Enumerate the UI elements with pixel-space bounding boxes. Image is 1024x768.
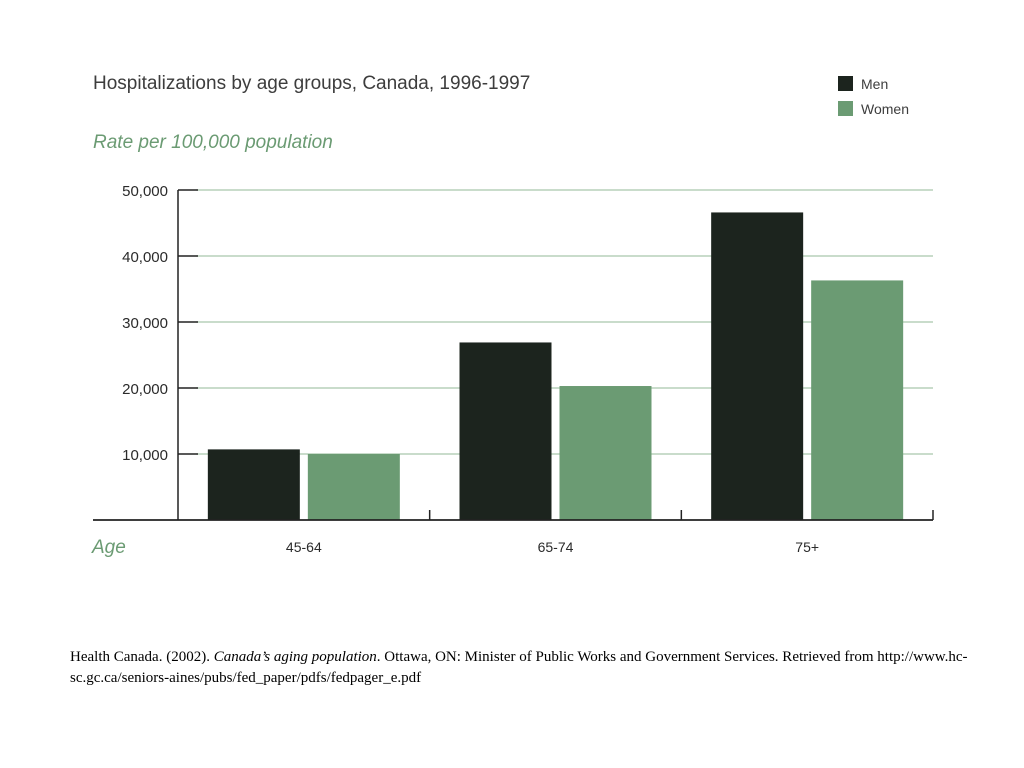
chart-title: Hospitalizations by age groups, Canada, … xyxy=(93,73,530,94)
x-tick-label: 75+ xyxy=(795,539,819,555)
y-axis: 10,000 20,000 30,000 40,000 50,000 xyxy=(122,183,198,520)
citation: Health Canada. (2002). Canada’s aging po… xyxy=(70,647,970,689)
legend-swatch-women xyxy=(838,101,853,116)
citation-text-author: Health Canada. (2002). xyxy=(70,649,214,665)
bar-men-65-74 xyxy=(459,342,552,520)
x-tick-label: 45-64 xyxy=(286,539,322,555)
y-tick-label: 10,000 xyxy=(122,447,168,464)
x-axis-label: Age xyxy=(91,537,126,558)
chart-subtitle: Rate per 100,000 population xyxy=(93,132,333,153)
y-tick-label: 30,000 xyxy=(122,315,168,332)
legend-label-women: Women xyxy=(861,101,909,117)
legend-label-men: Men xyxy=(861,76,888,92)
bar-men-75+ xyxy=(711,212,804,520)
citation-title: Canada’s aging population xyxy=(213,649,377,665)
legend-swatch-men xyxy=(838,76,853,91)
bars xyxy=(207,212,904,520)
bar-chart: Hospitalizations by age groups, Canada, … xyxy=(91,73,934,558)
chart-legend: Men Women xyxy=(838,76,909,117)
y-tick-label: 40,000 xyxy=(122,249,168,266)
bar-women-45-64 xyxy=(307,454,400,520)
bar-women-65-74 xyxy=(559,386,652,520)
y-tick-label: 20,000 xyxy=(122,381,168,398)
y-tick-label: 50,000 xyxy=(122,183,168,200)
x-tick-label: 65-74 xyxy=(538,539,574,555)
bar-women-75+ xyxy=(811,280,904,520)
grid-lines xyxy=(196,189,933,455)
bar-men-45-64 xyxy=(207,449,300,520)
citation-text-publisher: . Ottawa, ON: Minister of Public Works a… xyxy=(70,649,968,686)
x-axis: 45-64 65-74 75+ xyxy=(93,510,934,555)
